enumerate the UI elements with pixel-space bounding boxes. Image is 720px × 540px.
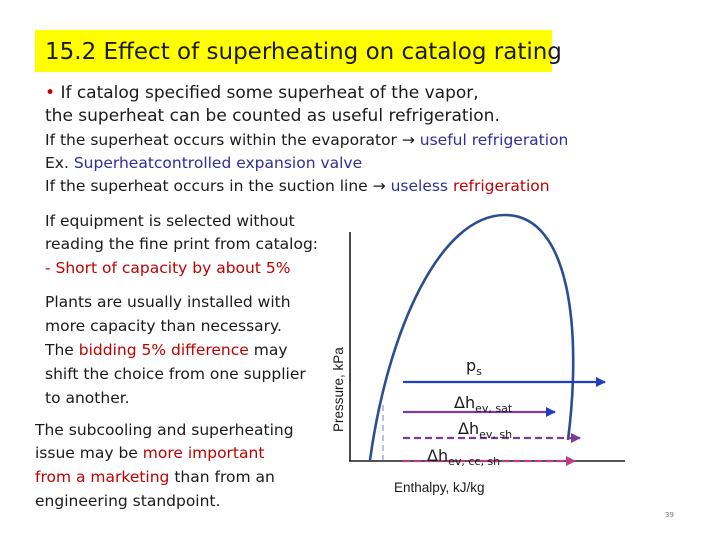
more-important: more important [142,444,265,462]
plants-line-2: more capacity than necessary. [45,317,282,335]
saturation-dome [368,213,575,461]
fineprint-line-3: - Short of capacity by about 5% [45,259,291,277]
plants-line-5: to another. [45,389,130,407]
subcooling-line-3: from a marketing than from an [35,467,275,487]
title-highlight [35,30,552,72]
delta-h-cc-label: Δhev, cc, sh [427,446,500,468]
page-number: 39 [665,511,674,519]
y-axis-label: Pressure, kPa [331,347,346,432]
subcooling-line-4: engineering standpoint. [35,492,221,510]
bidding-difference: bidding 5% difference [78,341,249,359]
plants-line-3: The bidding 5% difference may [45,340,288,360]
slide-title: 15.2 Effect of superheating on catalog r… [45,39,562,65]
example-text: Superheatcontrolled expansion valve [73,154,363,172]
arrow-icon: → [372,177,386,195]
plants-line-4: shift the choice from one supplier [45,365,306,383]
example-prefix: Ex. [45,154,74,172]
plants-line-3-pre: The [45,341,79,359]
subcooling-line-2-pre: issue may be [35,444,143,462]
svg-text:Δhev, sh: Δhev, sh [458,419,512,441]
evaporator-prefix: If the superheat occurs within the evapo… [45,131,402,149]
evaporator-line: If the superheat occurs within the evapo… [45,130,568,150]
subcooling-line-2: issue may be more important [35,443,264,463]
bullet-line-1: • If catalog specified some superheat of… [45,82,479,104]
suction-line: If the superheat occurs in the suction l… [45,176,550,196]
bullet-marker: • [45,83,56,103]
bullet-line-2: the superheat can be counted as useful r… [45,106,500,126]
suction-useless: useless [385,177,453,195]
plants-line-1: Plants are usually installed with [45,293,291,311]
fineprint-line-1: If equipment is selected without [45,212,295,230]
suction-prefix: If the superheat occurs in the suction l… [45,177,373,195]
delta-h-sh-label: Δhev, sh [458,419,512,441]
evaporator-result: useful refrigeration [414,131,569,149]
subcooling-line-3-post: than from an [169,468,275,486]
svg-text:Δhev, cc, sh: Δhev, cc, sh [427,446,500,468]
svg-text:Δhev, sat: Δhev, sat [454,393,513,415]
subcooling-line-1: The subcooling and superheating [35,421,294,439]
plants-line-3-post: may [248,341,288,359]
ps-label: ps [466,356,482,378]
bullet-text-1: If catalog specified some superheat of t… [60,83,479,103]
arrow-icon: → [401,131,415,149]
example-line: Ex. Superheatcontrolled expansion valve [45,153,362,173]
x-axis-label: Enthalpy, kJ/kg [394,480,485,495]
svg-text:ps: ps [466,356,482,378]
suction-refrigeration: refrigeration [452,177,550,195]
from-marketing: from a marketing [35,468,170,486]
delta-h-sat-label: Δhev, sat [454,393,513,415]
fineprint-line-2: reading the fine print from catalog: [45,235,319,253]
